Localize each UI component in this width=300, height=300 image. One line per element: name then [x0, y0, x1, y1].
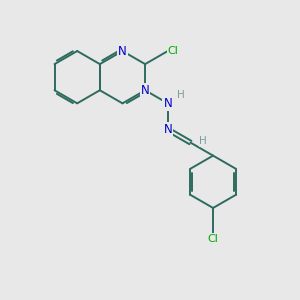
- Text: H: H: [200, 136, 207, 146]
- Text: H: H: [177, 90, 184, 100]
- Text: Cl: Cl: [208, 234, 218, 244]
- Text: N: N: [141, 84, 149, 97]
- Text: N: N: [118, 44, 127, 58]
- Text: N: N: [164, 123, 172, 136]
- Text: Cl: Cl: [168, 46, 179, 56]
- Text: N: N: [164, 97, 172, 110]
